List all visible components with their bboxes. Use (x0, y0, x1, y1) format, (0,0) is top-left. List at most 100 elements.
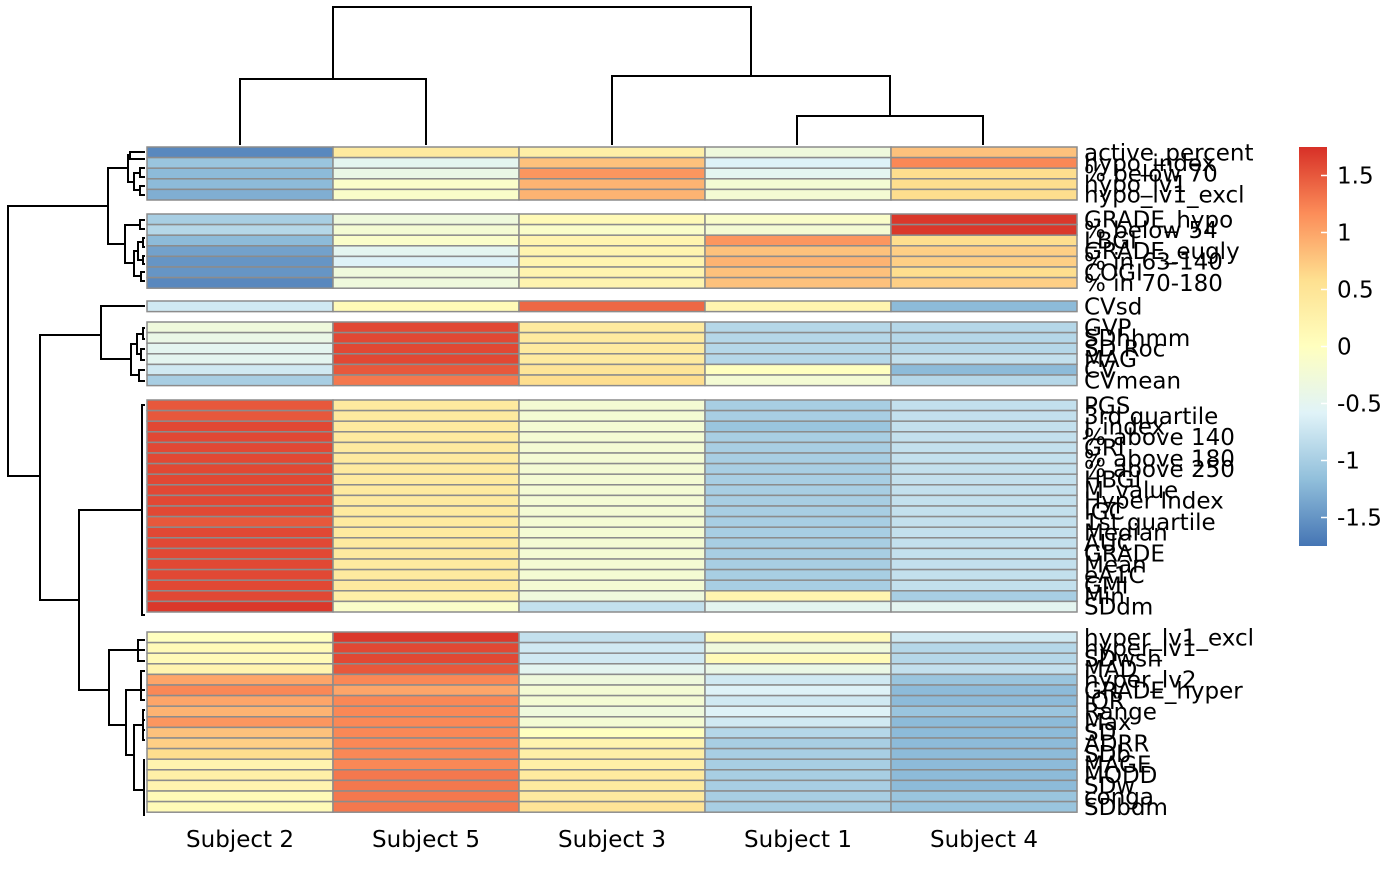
heatmap-cell (704, 321, 892, 334)
heatmap-cell (704, 188, 892, 201)
heatmap-cell (332, 590, 520, 603)
heatmap-cell (890, 409, 1078, 422)
heatmap-cell (890, 494, 1078, 507)
dendrogram-branch (129, 151, 145, 160)
heatmap-cell (146, 716, 334, 729)
heatmap-cell (890, 300, 1078, 313)
heatmap-cell (890, 321, 1078, 334)
heatmap-cell (332, 462, 520, 475)
heatmap-cell (146, 790, 334, 803)
heatmap-cell (890, 484, 1078, 497)
heatmap-cell (332, 234, 520, 247)
heatmap-cell (146, 276, 334, 289)
heatmap-cell (704, 213, 892, 226)
heatmap-cell (890, 167, 1078, 180)
row-label: GRADE (1084, 542, 1165, 568)
heatmap-cell (518, 758, 706, 771)
heatmap-cell (704, 409, 892, 422)
heatmap-cell (518, 747, 706, 760)
heatmap-cell (146, 705, 334, 718)
heatmap-cell (146, 431, 334, 444)
legend-tick-label: -1 (1337, 449, 1360, 475)
heatmap-cell (890, 331, 1078, 344)
dendrogram-branch (7, 205, 108, 477)
heatmap-cell (332, 167, 520, 180)
heatmap-cell (890, 652, 1078, 665)
heatmap-cell (146, 568, 334, 581)
heatmap-cell (704, 331, 892, 344)
heatmap-cell (518, 652, 706, 665)
heatmap-cell (890, 631, 1078, 644)
column-label: Subject 2 (186, 827, 294, 853)
heatmap-cell (146, 758, 334, 771)
heatmap-cell (332, 245, 520, 258)
heatmap-cell (704, 769, 892, 782)
heatmap-cell (146, 579, 334, 592)
row-label: CVsd (1084, 294, 1142, 320)
heatmap-cell (704, 178, 892, 191)
heatmap-cell (146, 631, 334, 644)
row-label: PGS (1084, 393, 1130, 419)
heatmap-cell (890, 558, 1078, 571)
row-label: GMI (1084, 574, 1128, 600)
heatmap-cell (704, 452, 892, 465)
heatmap-cell (146, 363, 334, 376)
heatmap-cell (332, 300, 520, 313)
row-label: SDhhmm (1084, 326, 1190, 352)
row-label: Mean (1084, 552, 1147, 578)
dendrogram-branch (142, 327, 145, 340)
heatmap-cell (146, 234, 334, 247)
heatmap-cell (518, 473, 706, 486)
heatmap-cell (518, 255, 706, 268)
heatmap-cell (332, 684, 520, 697)
heatmap-cell (332, 790, 520, 803)
heatmap-cell (890, 737, 1078, 750)
heatmap-cell (146, 146, 334, 159)
column-label: Subject 5 (372, 827, 480, 853)
heatmap-cell (332, 266, 520, 279)
heatmap-cell (704, 526, 892, 539)
heatmap-cell (704, 399, 892, 412)
row-label: % in 70-180 (1084, 271, 1223, 297)
dendrogram-branch (133, 724, 144, 791)
heatmap-cell (518, 526, 706, 539)
heatmap-cell (146, 800, 334, 813)
heatmap-cell (146, 255, 334, 268)
heatmap-cell (146, 600, 334, 613)
heatmap-cell (518, 737, 706, 750)
heatmap-cell (890, 641, 1078, 654)
row-label: Min (1084, 584, 1125, 610)
legend-tick-label: -1.5 (1337, 506, 1382, 532)
heatmap-cell (146, 769, 334, 782)
dendrogram-branch (796, 115, 984, 145)
row-label: Hyper Index (1084, 489, 1224, 515)
heatmap-cell (518, 146, 706, 159)
heatmap-cell (332, 178, 520, 191)
heatmap-cell (146, 321, 334, 334)
heatmap-cell (890, 431, 1078, 444)
heatmap-cell (704, 473, 892, 486)
heatmap-cell (146, 515, 334, 528)
row-label: Max (1084, 710, 1132, 736)
heatmap-cell (146, 420, 334, 433)
heatmap-cell (704, 146, 892, 159)
heatmap-cell (146, 663, 334, 676)
heatmap-cell (332, 146, 520, 159)
row-label: CV (1084, 358, 1116, 384)
heatmap-cell (890, 684, 1078, 697)
dendrogram-branch (100, 305, 145, 360)
heatmap-cell (518, 558, 706, 571)
heatmap-cell (518, 431, 706, 444)
heatmap-cell (146, 726, 334, 739)
heatmap-cell (332, 526, 520, 539)
heatmap-cell (704, 684, 892, 697)
dendrogram-branch (108, 649, 138, 726)
row-label: % above 140 (1084, 425, 1235, 451)
row-label: M_value (1084, 478, 1178, 504)
heatmap-cell (704, 156, 892, 169)
dendrogram-branch (141, 404, 145, 616)
heatmap-cell (518, 505, 706, 518)
row-label: eA1C (1084, 563, 1145, 589)
heatmap-cell (704, 167, 892, 180)
